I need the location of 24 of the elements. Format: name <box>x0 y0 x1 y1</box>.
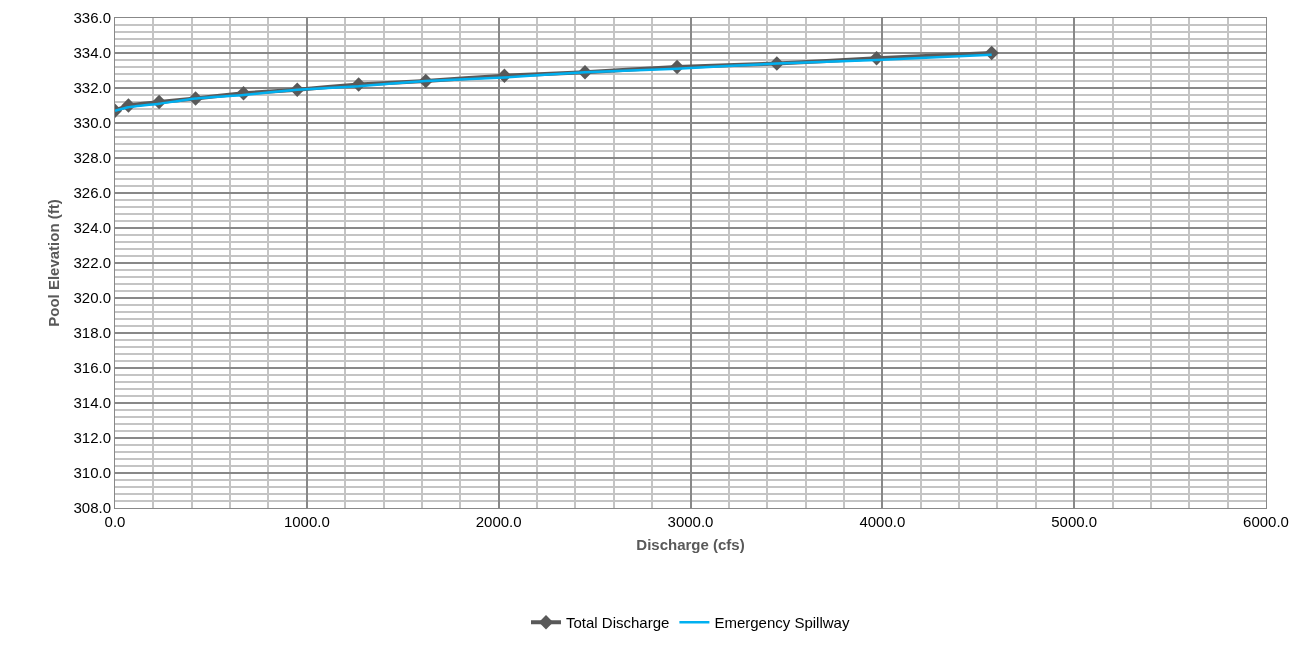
y-tick-label: 332.0 <box>73 79 111 97</box>
x-tick-label: 2000.0 <box>475 513 522 530</box>
y-tick-label: 322.0 <box>73 254 111 272</box>
x-tick-label: 1000.0 <box>283 513 330 530</box>
x-tick-label: 5000.0 <box>1051 513 1098 530</box>
y-tick-label: 314.0 <box>73 394 111 412</box>
y-tick-label: 320.0 <box>73 289 111 307</box>
x-axis-title: Discharge (cfs) <box>636 536 745 553</box>
y-tick-label: 336.0 <box>73 9 111 27</box>
x-tick-label: 4000.0 <box>859 513 906 530</box>
x-tick-label: 6000.0 <box>1243 513 1289 530</box>
y-tick-label: 318.0 <box>73 324 111 342</box>
y-tick-label: 312.0 <box>73 429 111 447</box>
y-axis-title: Pool Elevation (ft) <box>44 199 62 327</box>
y-tick-label: 316.0 <box>73 359 111 377</box>
y-tick-label: 330.0 <box>73 114 111 132</box>
legend-label: Total Discharge <box>566 614 670 632</box>
x-tick-label: 3000.0 <box>667 513 714 530</box>
y-tick-label: 310.0 <box>73 464 111 482</box>
legend-label: Emergency Spillway <box>714 614 850 632</box>
y-tick-label: 334.0 <box>73 44 111 62</box>
y-tick-label: 326.0 <box>73 184 111 202</box>
y-tick-label: 324.0 <box>73 219 111 237</box>
y-tick-label: 328.0 <box>73 149 111 167</box>
